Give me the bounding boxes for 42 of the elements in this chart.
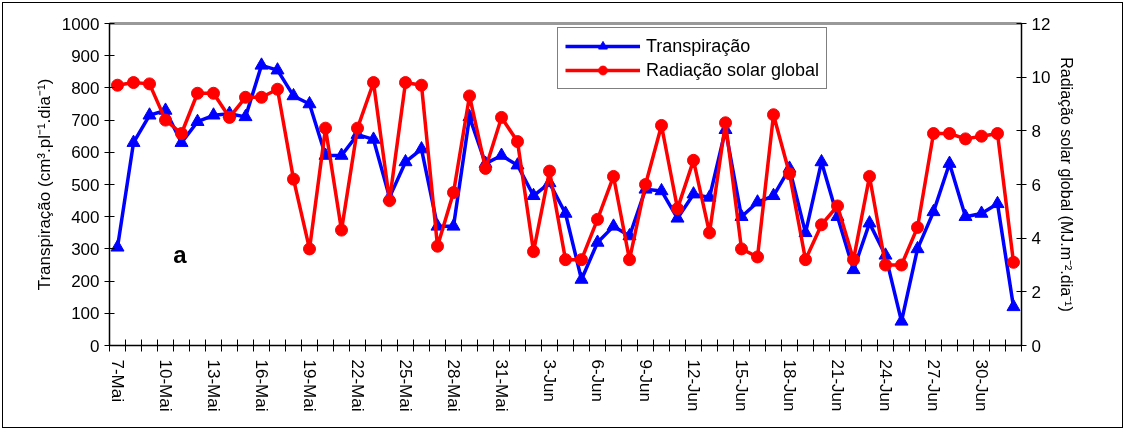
y2-tick-label: 0 — [1031, 336, 1041, 356]
y-tick-label: 800 — [71, 78, 100, 98]
y-tick-label: 100 — [71, 304, 100, 324]
y-tick-label: 300 — [71, 239, 100, 259]
legend-label: Transpiração — [646, 35, 751, 57]
x-tick-label: 24-Jun — [876, 359, 895, 412]
y2-tick-label: 12 — [1031, 14, 1051, 34]
y2-axis-title: Radiação solar global (MJ.m⁻².dia⁻¹) — [1058, 57, 1076, 312]
x-tick-label: 22-Mai — [348, 359, 367, 412]
y2-tick-label: 2 — [1031, 282, 1041, 302]
y-tick-label: 200 — [71, 272, 100, 292]
x-tick-label: 25-Mai — [396, 359, 415, 412]
x-tick-label: 21-Jun — [828, 359, 847, 412]
y-tick-label: 900 — [71, 46, 100, 66]
x-tick-label: 27-Jun — [924, 359, 943, 412]
x-tick-label: 15-Jun — [732, 359, 751, 412]
x-tick-label: 13-Mai — [204, 359, 223, 412]
y-tick-label: 700 — [71, 111, 100, 131]
y2-tick-label: 4 — [1031, 229, 1041, 249]
y2-tick-label: 8 — [1031, 121, 1041, 141]
x-tick-label: 9-Jun — [636, 359, 655, 403]
x-tick-label: 10-Mai — [156, 359, 175, 412]
y-tick-label: 500 — [71, 175, 100, 195]
x-tick-label: 28-Mai — [444, 359, 463, 412]
x-tick-label: 18-Jun — [780, 359, 799, 412]
y-axis-title: Transpiração (cm³.pl⁻¹.dia⁻¹) — [34, 78, 54, 291]
x-tick-label: 12-Jun — [684, 359, 703, 412]
y2-tick-label: 10 — [1031, 68, 1051, 88]
x-tick-label: 31-Mai — [492, 359, 511, 412]
legend-label: Radiação solar global — [646, 59, 820, 81]
x-tick-label: 6-Jun — [588, 359, 607, 403]
x-tick-label: 3-Jun — [540, 359, 559, 403]
x-tick-label: 16-Mai — [252, 359, 271, 412]
x-tick-label: 30-Jun — [972, 359, 991, 412]
y2-tick-label: 6 — [1031, 175, 1041, 195]
y-tick-label: 600 — [71, 143, 100, 163]
x-tick-label: 7-Mai — [108, 359, 127, 403]
y-tick-label: 1000 — [61, 14, 100, 34]
x-tick-label: 19-Mai — [300, 359, 319, 412]
y-tick-label: 0 — [90, 336, 100, 356]
y-tick-label: 400 — [71, 207, 100, 227]
annotation: a — [173, 241, 188, 269]
